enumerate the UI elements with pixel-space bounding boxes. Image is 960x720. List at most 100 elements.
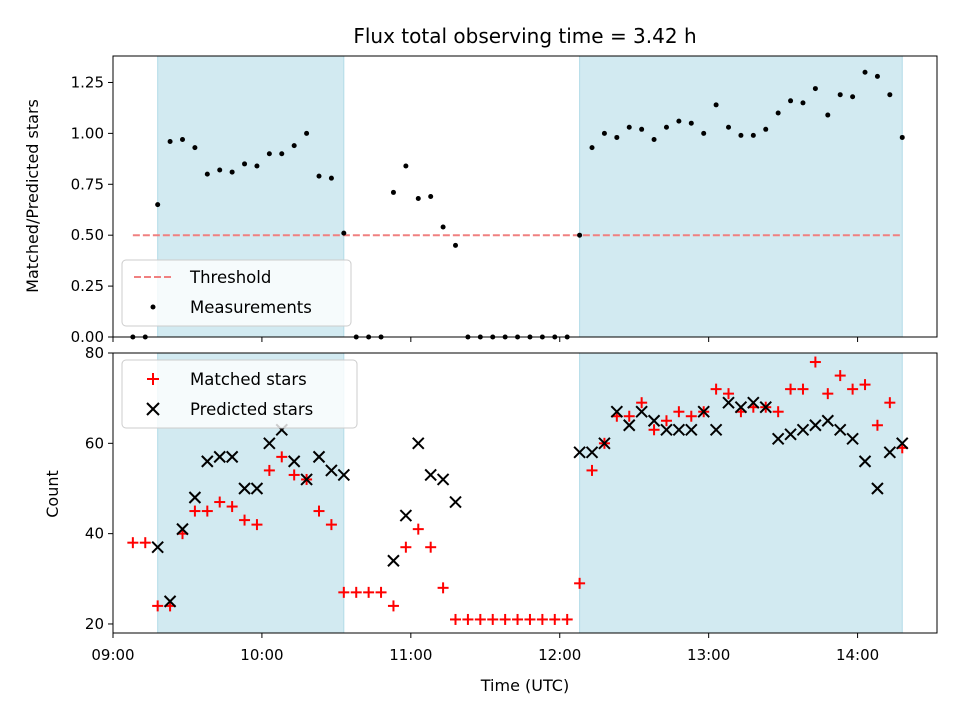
measurement-point bbox=[763, 126, 769, 132]
top-axes-frame bbox=[112, 55, 938, 338]
matched-star-point bbox=[809, 356, 821, 368]
measurement-point bbox=[589, 145, 595, 151]
matched-star-point bbox=[462, 613, 474, 625]
matched-star-point bbox=[648, 424, 660, 436]
y-tick-label: 0.25 bbox=[71, 277, 104, 295]
measurement-point bbox=[229, 169, 235, 175]
measurement-point bbox=[179, 136, 185, 142]
top-y-axis-label: Matched/Predicted stars bbox=[23, 99, 42, 293]
predicted-star-point bbox=[225, 450, 239, 464]
top-panel: 0.00 0.25 0.50 0.75 1.00 1.25 Matched/Predict… bbox=[23, 55, 938, 346]
legend-matched-swatch bbox=[147, 373, 159, 385]
x-tick-label: 13:00 bbox=[687, 646, 730, 664]
predicted-star-point bbox=[213, 450, 226, 464]
predicted-star-point bbox=[176, 522, 189, 536]
matched-star-point bbox=[152, 600, 164, 612]
measurement-point bbox=[837, 92, 843, 98]
measurement-point bbox=[328, 175, 334, 181]
matched-star-point bbox=[822, 388, 834, 400]
predicted-star-point bbox=[759, 400, 772, 414]
predicted-star-point bbox=[821, 414, 835, 427]
measurement-point bbox=[874, 73, 880, 79]
predicted-star-point bbox=[573, 446, 586, 459]
matched-star-point bbox=[474, 613, 486, 625]
matched-star-point bbox=[127, 537, 139, 549]
matched-star-point bbox=[660, 415, 672, 427]
y-tick-label: 40 bbox=[85, 525, 104, 543]
measurement-point bbox=[577, 232, 583, 238]
measurement-point bbox=[626, 124, 632, 130]
predicted-star-point bbox=[883, 446, 897, 459]
matched-star-point bbox=[201, 505, 213, 517]
measurement-point bbox=[639, 126, 645, 132]
bottom-shaded-intervals bbox=[157, 352, 903, 634]
measurement-point bbox=[701, 130, 707, 136]
predicted-star-point bbox=[784, 428, 797, 441]
predicted-star-point bbox=[896, 437, 909, 450]
matched-star-point bbox=[251, 519, 263, 531]
measurement-point bbox=[862, 69, 868, 75]
predicted-star-point bbox=[337, 468, 351, 482]
predicted-star-point bbox=[871, 482, 884, 495]
predicted-star-point bbox=[796, 423, 810, 436]
predicted-star-point bbox=[585, 446, 599, 459]
predicted-star-point bbox=[722, 396, 735, 409]
matched-star-point bbox=[574, 577, 586, 589]
legend-predicted-swatch bbox=[146, 402, 160, 416]
measurement-point bbox=[390, 189, 396, 195]
matched-star-point bbox=[797, 383, 809, 395]
predicted-star-point bbox=[424, 468, 437, 482]
predicted-star-point bbox=[399, 509, 413, 522]
matched-star-point bbox=[623, 410, 635, 422]
predicted-star-point bbox=[263, 437, 276, 450]
matched-star-point bbox=[437, 582, 449, 594]
matched-star-point bbox=[586, 464, 598, 476]
matched-star-point bbox=[387, 600, 399, 612]
matched-star-point bbox=[263, 464, 275, 476]
y-tick-label: 80 bbox=[85, 344, 104, 362]
matched-star-point bbox=[710, 383, 722, 395]
predicted-star-point bbox=[672, 423, 686, 436]
matched-star-point bbox=[139, 537, 151, 549]
measurement-point bbox=[279, 151, 285, 157]
measurement-point bbox=[192, 145, 198, 151]
shaded-interval bbox=[579, 352, 903, 634]
matched-star-point bbox=[871, 419, 883, 431]
x-axis-label: Time (UTC) bbox=[480, 676, 569, 695]
top-y-ticks: 0.00 0.25 0.50 0.75 1.00 1.25 bbox=[71, 73, 113, 346]
predicted-star-point bbox=[387, 554, 400, 567]
predicted-star-point bbox=[163, 595, 177, 608]
shaded-interval bbox=[579, 55, 903, 338]
predicted-star-point bbox=[697, 405, 710, 418]
measurement-point bbox=[291, 143, 297, 149]
measurement-point bbox=[440, 224, 446, 230]
measurement-point bbox=[204, 171, 210, 177]
predicted-star-point bbox=[188, 491, 202, 504]
predicted-star-point bbox=[660, 423, 673, 436]
matched-star-point bbox=[239, 514, 251, 526]
measurement-point bbox=[614, 134, 620, 140]
top-shaded-intervals bbox=[157, 55, 903, 338]
bottom-y-ticks: 20 40 60 80 bbox=[85, 344, 113, 633]
bottom-y-axis-label: Count bbox=[43, 470, 62, 518]
predicted-star-point bbox=[325, 464, 338, 477]
matched-star-point bbox=[785, 383, 797, 395]
matched-star-point bbox=[412, 523, 424, 535]
matched-star-point bbox=[226, 501, 238, 513]
matched-star-point bbox=[363, 586, 375, 598]
y-tick-label: 0.00 bbox=[71, 328, 104, 346]
matched-star-point bbox=[636, 397, 648, 409]
matched-star-point bbox=[313, 505, 325, 517]
matched-star-point bbox=[524, 613, 536, 625]
x-tick-label: 09:00 bbox=[91, 646, 134, 664]
matched-star-point bbox=[350, 586, 362, 598]
measurement-point bbox=[242, 161, 248, 167]
measurement-point bbox=[155, 202, 161, 208]
matched-star-point bbox=[685, 410, 697, 422]
predicted-star-point bbox=[833, 423, 847, 436]
predicted-star-point bbox=[300, 473, 313, 486]
matched-star-point bbox=[425, 541, 437, 553]
measurement-point bbox=[663, 124, 669, 130]
predicted-star-point bbox=[598, 437, 611, 450]
